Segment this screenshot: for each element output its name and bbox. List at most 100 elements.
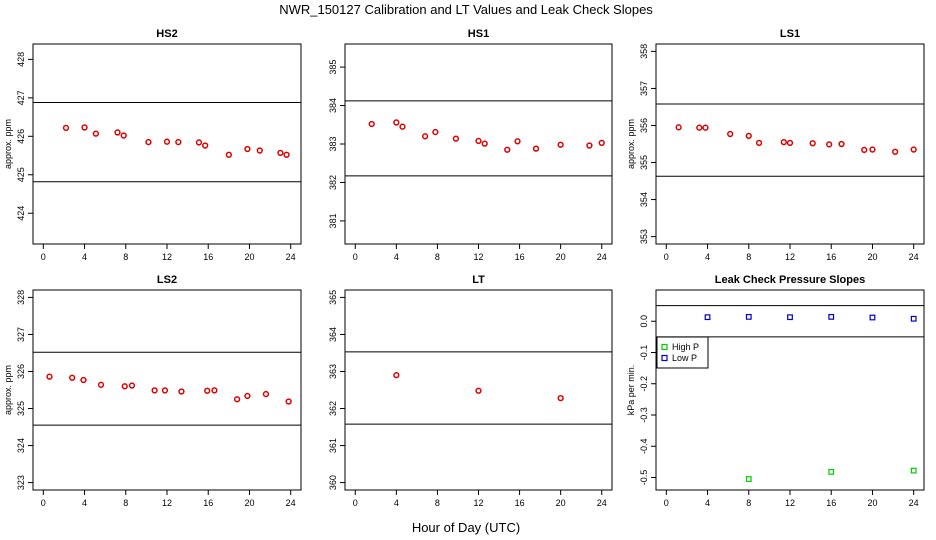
x-tick-label: 0 xyxy=(664,252,669,262)
x-tick-label: 8 xyxy=(746,498,751,508)
x-tick-label: 4 xyxy=(394,498,399,508)
panel-3: LS1 0 4 8 12 16 20 24 353 354 355 356 357 358 approx. … xyxy=(626,28,925,262)
y-tick-label: -0.1 xyxy=(639,345,649,361)
legend-marker xyxy=(661,354,668,362)
x-tick-label: 24 xyxy=(286,498,296,508)
data-point xyxy=(97,381,105,388)
figure-xlabel: Hour of Day (UTC) xyxy=(412,520,520,535)
y-tick-label: 360 xyxy=(328,475,338,490)
data-point xyxy=(285,398,292,405)
y-tick-label: 324 xyxy=(16,438,26,453)
x-tick-label: 0 xyxy=(664,498,669,508)
y-axis-label: approx. ppm xyxy=(3,365,13,415)
data-point xyxy=(475,387,482,394)
data-point xyxy=(421,133,429,140)
data-point xyxy=(786,139,794,147)
x-tick-label: 12 xyxy=(473,498,483,508)
y-tick-label: 382 xyxy=(328,175,338,190)
y-tick-label: -0.3 xyxy=(639,407,649,423)
y-tick-label: 427 xyxy=(16,90,26,105)
x-tick-label: 16 xyxy=(203,252,213,262)
data-point xyxy=(727,130,734,138)
data-point xyxy=(704,314,711,321)
panel-title: LS1 xyxy=(780,28,800,40)
data-point xyxy=(745,132,752,140)
data-point xyxy=(504,146,511,153)
data-point xyxy=(145,138,152,146)
legend-label: High P xyxy=(672,342,699,352)
panel-6: Leak Check Pressure Slopes 0 4 8 12 16 20 24 0.0… xyxy=(626,274,925,508)
data-point xyxy=(745,313,752,320)
data-point xyxy=(828,313,835,320)
x-tick-label: 12 xyxy=(473,252,483,262)
x-tick-label: 0 xyxy=(353,498,358,508)
x-tick-label: 4 xyxy=(82,498,87,508)
data-point xyxy=(557,141,564,148)
data-point xyxy=(277,149,284,156)
x-tick-label: 16 xyxy=(515,252,525,262)
x-tick-label: 20 xyxy=(556,498,566,508)
panel-title: LS2 xyxy=(157,274,177,286)
data-point xyxy=(532,145,540,152)
data-point xyxy=(755,139,763,147)
data-point xyxy=(399,123,406,130)
legend-label: Low P xyxy=(672,353,697,363)
data-point xyxy=(204,387,211,394)
data-point xyxy=(869,314,876,321)
x-tick-label: 12 xyxy=(785,498,795,508)
data-point xyxy=(475,137,482,145)
data-point xyxy=(256,147,263,154)
data-point xyxy=(80,376,87,384)
data-point xyxy=(675,124,682,131)
y-tick-label: 385 xyxy=(328,60,338,75)
data-point xyxy=(745,476,752,482)
data-point xyxy=(452,135,460,142)
data-point xyxy=(201,142,209,149)
data-point xyxy=(69,374,76,381)
y-tick-label: -0.5 xyxy=(639,470,649,486)
y-tick-label: 424 xyxy=(16,206,26,221)
figure-title: NWR_150127 Calibration and LT Values and… xyxy=(279,2,653,17)
data-point xyxy=(225,151,232,158)
x-tick-label: 4 xyxy=(394,252,399,262)
panel-1: HS2 0 4 8 12 16 20 24 424 425 426 427 428 approx. ppm xyxy=(3,28,302,262)
x-tick-label: 20 xyxy=(244,498,254,508)
panel-title: HS1 xyxy=(468,28,489,40)
data-point xyxy=(151,387,158,394)
y-tick-label: 357 xyxy=(639,81,649,96)
data-point xyxy=(81,124,88,131)
data-point xyxy=(114,129,121,136)
panel-4: LS2 0 4 8 12 16 20 24 323 324 325 326 327 328 approx. … xyxy=(3,274,302,508)
panel-title: Leak Check Pressure Slopes xyxy=(715,274,865,286)
y-tick-label: 362 xyxy=(328,401,338,416)
x-tick-label: 16 xyxy=(826,252,836,262)
y-tick-label: 356 xyxy=(639,118,649,133)
data-point xyxy=(121,383,128,390)
data-point xyxy=(826,141,833,148)
panel-title: LT xyxy=(472,274,485,286)
data-point xyxy=(780,138,787,146)
data-point xyxy=(211,387,218,394)
x-tick-label: 4 xyxy=(705,498,710,508)
x-tick-label: 4 xyxy=(82,252,87,262)
data-point xyxy=(910,315,917,322)
x-tick-label: 8 xyxy=(435,498,440,508)
y-tick-label: 353 xyxy=(639,229,649,244)
y-tick-label: 327 xyxy=(16,327,26,342)
x-tick-label: 20 xyxy=(867,498,877,508)
data-point xyxy=(557,394,564,402)
y-tick-label: 364 xyxy=(328,327,338,342)
data-point xyxy=(163,138,171,145)
y-tick-label: 384 xyxy=(328,98,338,113)
data-point xyxy=(828,468,835,475)
x-tick-label: 8 xyxy=(123,498,128,508)
plot-frame xyxy=(655,43,925,245)
data-point xyxy=(787,314,793,321)
data-point xyxy=(393,372,400,379)
x-tick-label: 16 xyxy=(826,498,836,508)
x-tick-label: 16 xyxy=(203,498,213,508)
y-axis-label: approx. ppm xyxy=(626,119,636,169)
